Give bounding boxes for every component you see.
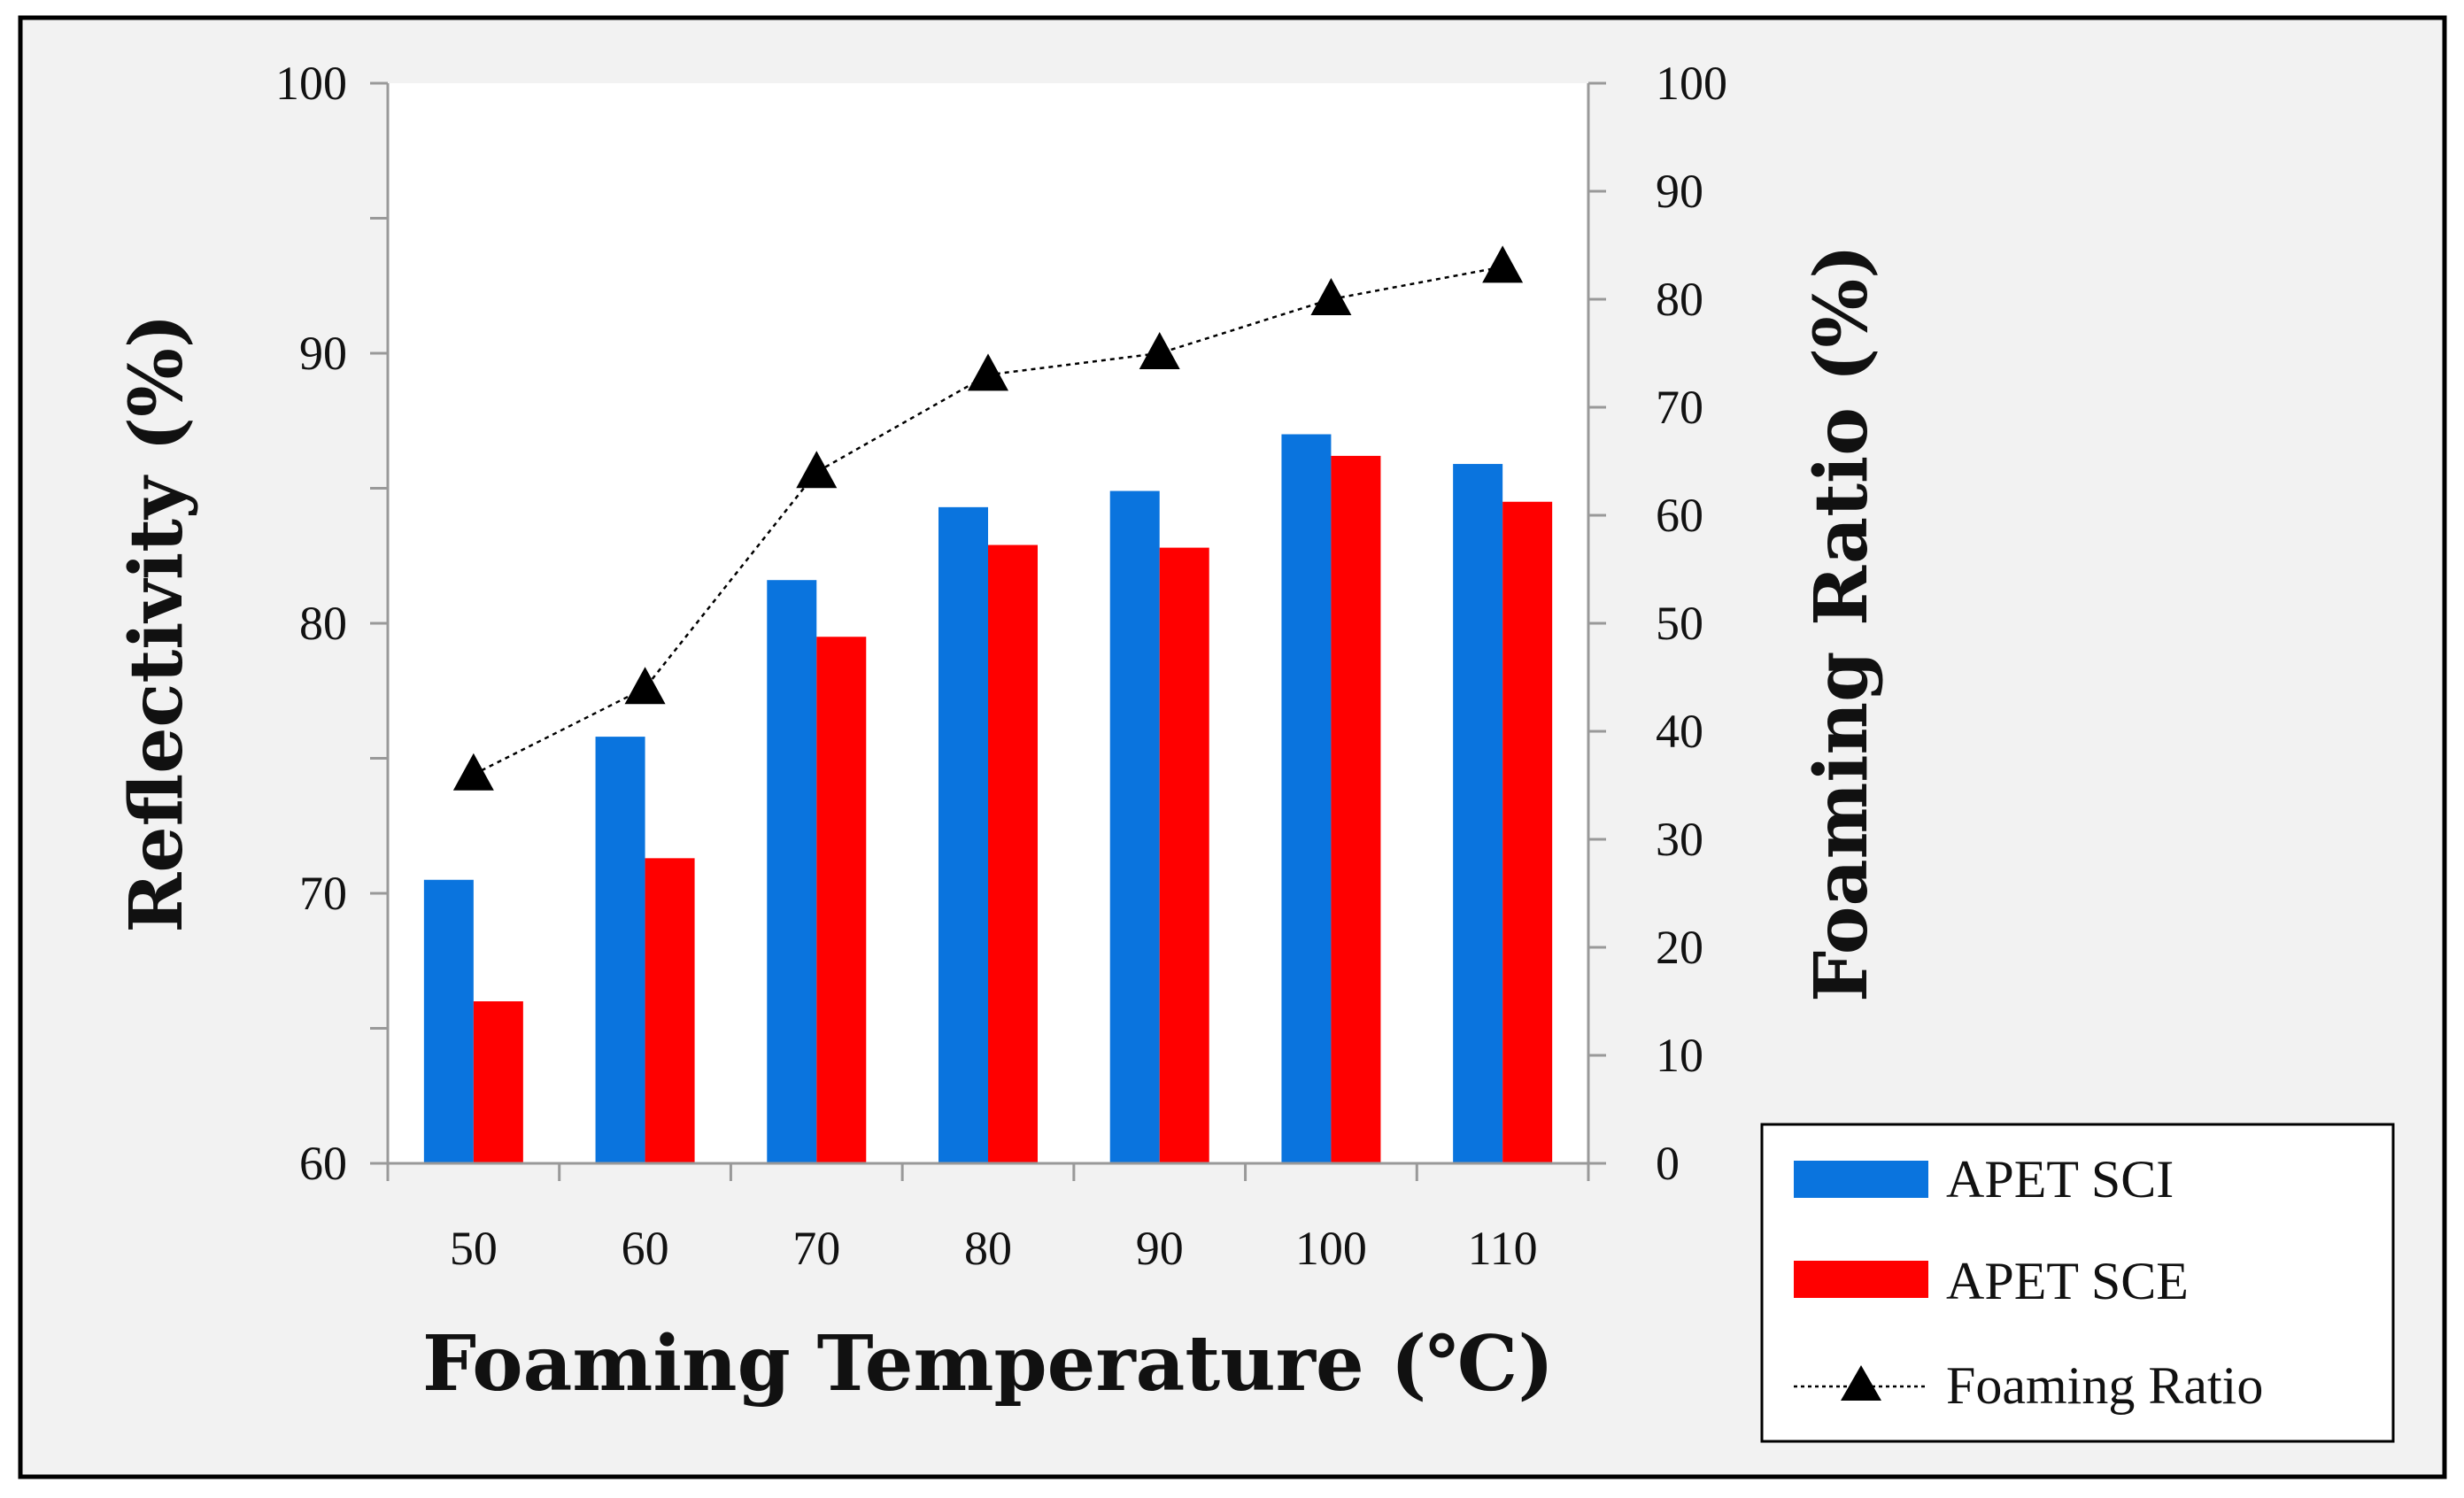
foaming-ratio-point-100 (1310, 278, 1352, 315)
bar-sci-80 (938, 506, 988, 1163)
right-tick-label: 80 (1656, 273, 1703, 326)
legend-swatch-sce (1794, 1261, 1928, 1298)
right-tick-label: 0 (1656, 1137, 1680, 1190)
right-tick-label: 30 (1656, 813, 1703, 866)
right-tick-label: 100 (1656, 57, 1727, 110)
legend-label-sce: APET SCE (1946, 1252, 2189, 1310)
left-tick-label: 100 (275, 57, 347, 110)
right-tick-label: 60 (1656, 489, 1703, 542)
left-tick-label: 80 (299, 597, 347, 650)
left-tick-label: 90 (299, 327, 347, 380)
right-tick-label: 50 (1656, 597, 1703, 650)
right-tick-label: 40 (1656, 705, 1703, 758)
bar-sce-90 (1159, 547, 1209, 1163)
legend: APET SCI APET SCE Foaming Ratio (1760, 1123, 2395, 1443)
foaming-ratio-point-110 (1482, 245, 1524, 283)
foaming-ratio-series (452, 245, 1524, 791)
legend-swatch-sci (1794, 1161, 1928, 1198)
legend-label-sci: APET SCI (1946, 1150, 2174, 1208)
y2-axis-title: Foaming Ratio (%) (1799, 244, 1884, 1002)
bar-sci-50 (423, 879, 474, 1163)
x-axis-ticks: 50 60 70 80 90 100 110 (386, 1163, 1590, 1275)
y-axis-title: Reflectivity (%) (114, 313, 199, 932)
x-tick-label: 90 (1136, 1222, 1184, 1275)
bar-sci-110 (1453, 464, 1503, 1163)
legend-marker-ratio (1841, 1365, 1881, 1401)
legend-label-ratio: Foaming Ratio (1946, 1356, 2263, 1415)
x-axis-title: Foaming Temperature (℃) (422, 1319, 1554, 1409)
right-tick-label: 20 (1656, 921, 1703, 974)
foaming-ratio-point-90 (1139, 332, 1180, 369)
bar-sce-110 (1502, 501, 1553, 1163)
bar-sci-60 (595, 737, 645, 1163)
bar-sce-80 (988, 544, 1038, 1163)
foaming-ratio-point-50 (452, 753, 494, 791)
foaming-ratio-point-70 (796, 451, 838, 489)
left-tick-label: 60 (299, 1137, 347, 1190)
bar-sce-70 (816, 637, 867, 1163)
left-tick-label: 70 (299, 867, 347, 920)
right-tick-label: 90 (1656, 165, 1703, 218)
foaming-ratio-point-80 (968, 353, 1008, 391)
right-tick-label: 10 (1656, 1029, 1703, 1082)
x-tick-label: 80 (964, 1222, 1012, 1275)
bar-sce-60 (645, 858, 695, 1163)
x-tick-label: 60 (622, 1222, 669, 1275)
x-tick-label: 70 (792, 1222, 840, 1275)
right-tick-label: 70 (1656, 381, 1703, 434)
bar-sci-100 (1281, 434, 1332, 1163)
bar-sci-70 (767, 580, 817, 1163)
bar-sce-100 (1331, 455, 1381, 1163)
left-axis-ticks: 60 70 80 90 100 (275, 57, 388, 1190)
x-tick-label: 100 (1295, 1222, 1367, 1275)
bars (423, 434, 1553, 1163)
bar-sci-90 (1109, 490, 1160, 1163)
foaming-ratio-point-60 (624, 667, 666, 705)
x-tick-label: 110 (1468, 1222, 1538, 1275)
bar-sce-50 (473, 1001, 523, 1163)
x-tick-label: 50 (450, 1222, 498, 1275)
right-axis-ticks: 0 10 20 30 40 50 60 70 80 90 100 (1588, 57, 1727, 1190)
